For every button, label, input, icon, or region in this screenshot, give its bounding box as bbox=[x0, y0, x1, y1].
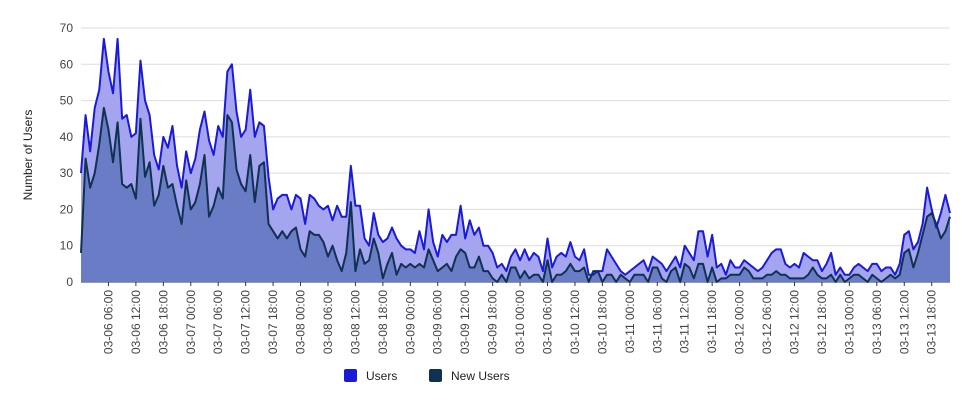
x-tick-label: 03-11 12:00 bbox=[678, 290, 692, 353]
x-tick-label: 03-09 18:00 bbox=[486, 290, 500, 354]
y-tick-label: 20 bbox=[60, 202, 74, 216]
x-tick-label: 03-12 06:00 bbox=[760, 290, 774, 354]
y-tick-label: 40 bbox=[60, 130, 74, 144]
x-tick-label: 03-10 12:00 bbox=[568, 290, 582, 354]
x-tick-label: 03-13 12:00 bbox=[897, 290, 911, 354]
x-tick-label: 03-13 06:00 bbox=[870, 290, 884, 354]
x-tick-label: 03-09 00:00 bbox=[403, 290, 417, 354]
legend-label: Users bbox=[366, 369, 397, 383]
y-tick-label: 70 bbox=[60, 21, 74, 35]
y-axis-title: Number of Users bbox=[21, 110, 35, 201]
series-lines bbox=[80, 37, 951, 283]
x-tick-label: 03-10 00:00 bbox=[513, 290, 527, 354]
x-tick-label: 03-08 06:00 bbox=[321, 290, 335, 354]
x-tick-label: 03-09 06:00 bbox=[431, 290, 445, 354]
legend-label: New Users bbox=[451, 369, 510, 383]
legend-swatch bbox=[429, 369, 442, 382]
x-tick-label: 03-11 06:00 bbox=[650, 290, 664, 353]
x-tick-label: 03-06 06:00 bbox=[101, 290, 115, 354]
x-tick-label: 03-10 18:00 bbox=[595, 290, 609, 354]
series-area-0 bbox=[81, 38, 950, 282]
x-tick-label: 03-13 00:00 bbox=[842, 290, 856, 354]
legend-swatch bbox=[344, 369, 357, 382]
x-tick-label: 03-12 12:00 bbox=[787, 290, 801, 354]
x-tick-label: 03-08 00:00 bbox=[294, 290, 308, 354]
legend-item-0[interactable]: Users bbox=[344, 369, 397, 383]
x-tick-label: 03-07 00:00 bbox=[184, 290, 198, 354]
x-tick-label: 03-07 06:00 bbox=[211, 290, 225, 354]
x-tick-label: 03-09 12:00 bbox=[458, 290, 472, 354]
x-tick-label: 03-06 18:00 bbox=[156, 290, 170, 354]
x-tick-label: 03-07 18:00 bbox=[266, 290, 280, 354]
series-line-0 bbox=[80, 37, 951, 276]
y-tick-label: 60 bbox=[60, 57, 74, 71]
y-tick-label: 30 bbox=[60, 166, 74, 180]
y-tick-label: 0 bbox=[66, 275, 73, 289]
x-tick-label: 03-06 12:00 bbox=[129, 290, 143, 354]
x-tick-label: 03-12 18:00 bbox=[815, 290, 829, 354]
x-tick-label: 03-08 12:00 bbox=[348, 290, 362, 354]
x-tick-label: 03-08 18:00 bbox=[376, 290, 390, 354]
axes: 0 10 20 30 40 50 60 70 03-06 06:00 03-06 12:00 03-… bbox=[60, 21, 939, 354]
series-line-1 bbox=[80, 106, 951, 283]
x-tick-label: 03-12 00:00 bbox=[733, 290, 747, 354]
legend[interactable]: Users New Users bbox=[344, 369, 510, 383]
x-tick-label: 03-11 18:00 bbox=[705, 290, 719, 353]
legend-item-1[interactable]: New Users bbox=[429, 369, 510, 383]
y-tick-label: 10 bbox=[60, 239, 74, 253]
x-tick-label: 03-13 18:00 bbox=[925, 290, 939, 354]
x-tick-label: 03-11 00:00 bbox=[623, 290, 637, 353]
x-tick-label: 03-07 12:00 bbox=[239, 290, 253, 354]
y-tick-label: 50 bbox=[60, 94, 74, 108]
x-tick-label: 03-10 06:00 bbox=[541, 290, 555, 354]
